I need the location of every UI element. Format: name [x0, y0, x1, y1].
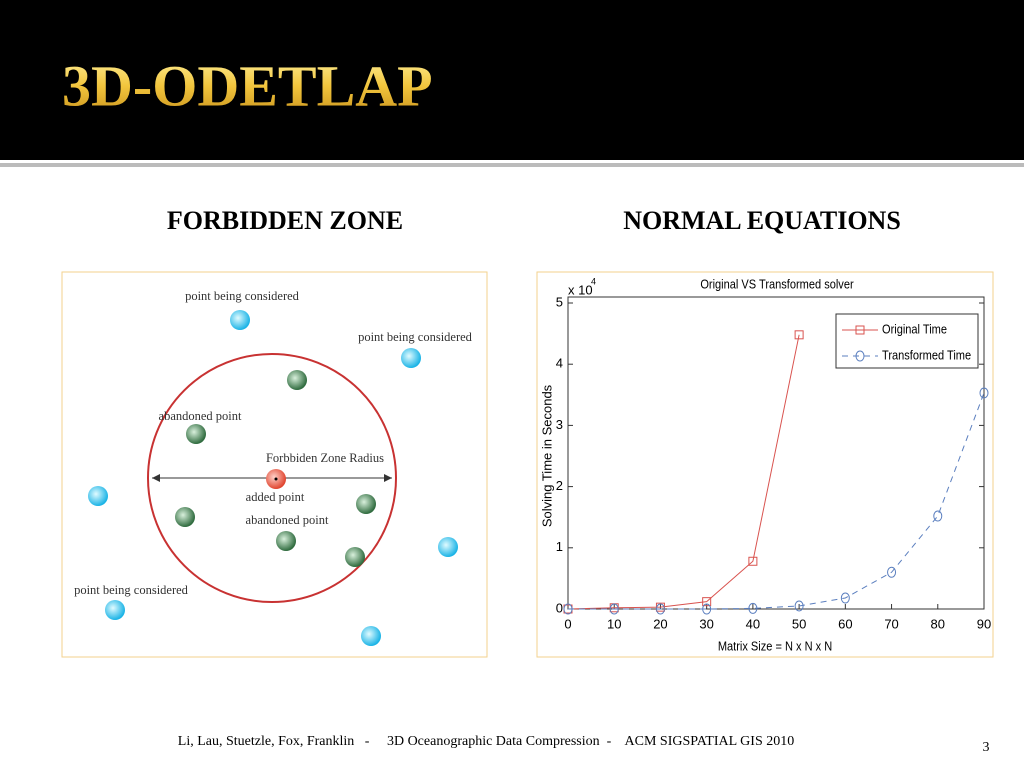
y-tick-label: 3 [556, 417, 563, 432]
point [401, 348, 421, 368]
page-number: 3 [983, 740, 990, 755]
x-tick-label: 60 [838, 616, 852, 631]
chart-title: Original VS Transformed solver [700, 277, 853, 292]
legend-label: Original Time [882, 322, 947, 337]
point [88, 486, 108, 506]
point [438, 537, 458, 557]
x-tick-label: 20 [653, 616, 667, 631]
diagram-label: abandoned point [246, 513, 329, 527]
y-multiplier: x 10 [568, 282, 593, 297]
chart: Original VS Transformed solver Matrix Siz… [539, 276, 991, 653]
forbidden-zone [147, 353, 397, 603]
y-multiplier-exponent: 4 [591, 276, 596, 286]
series-line [568, 392, 985, 610]
point [287, 370, 307, 390]
diagram-label: added point [246, 490, 305, 504]
header-bar [0, 0, 1024, 160]
legend-marker [855, 350, 865, 362]
y-tick-label: 2 [556, 478, 563, 493]
diagram-label: Forbbiden Zone Radius [266, 451, 384, 465]
section-heading: FORBIDDEN ZONE [167, 206, 403, 235]
point [105, 600, 125, 620]
x-tick-label: 80 [931, 616, 945, 631]
legend-box [835, 313, 979, 369]
x-tick-label: 0 [564, 616, 571, 631]
y-tick-label: 1 [556, 539, 563, 554]
added-point-center [274, 477, 278, 481]
footer-citation: Li, Lau, Stuetzle, Fox, Franklin - 3D Oc… [178, 734, 794, 749]
diagram-label: point being considered [358, 330, 473, 344]
considered-points [88, 310, 458, 646]
diagram-frame [61, 271, 488, 658]
marker [748, 602, 758, 614]
point [356, 494, 376, 514]
legend-marker [855, 325, 865, 335]
point [276, 531, 296, 551]
section-heading: NORMAL EQUATIONS [623, 206, 901, 235]
point [186, 424, 206, 444]
series-line [567, 334, 800, 610]
x-tick-label: 40 [746, 616, 760, 631]
y-axis-label: Solving Time in Seconds [539, 384, 554, 527]
x-tick-label: 10 [607, 616, 621, 631]
y-tick-label: 0 [556, 600, 563, 615]
plot-area [567, 296, 985, 610]
y-tick-label: 5 [556, 294, 563, 309]
x-tick-label: 50 [792, 616, 806, 631]
diagram-label: point being considered [74, 583, 189, 597]
point [175, 507, 195, 527]
point [361, 626, 381, 646]
marker [563, 603, 573, 615]
point [230, 310, 250, 330]
diagram-label: point being considered [185, 289, 300, 303]
marker [609, 603, 619, 615]
marker [887, 566, 897, 578]
marker [794, 330, 804, 340]
x-tick-label: 30 [699, 616, 713, 631]
x-tick-label: 70 [884, 616, 898, 631]
marker [702, 603, 712, 615]
marker [979, 387, 989, 399]
x-axis-label: Matrix Size = N x N x N [718, 639, 832, 654]
marker [840, 592, 850, 604]
marker [794, 600, 804, 612]
marker [748, 556, 758, 566]
legend-label: Transformed Time [882, 348, 971, 363]
slide-title: 3D-ODETLAP [62, 53, 433, 118]
marker [933, 510, 943, 522]
diagram-label: abandoned point [159, 409, 242, 423]
header-rule [0, 163, 1024, 167]
point [345, 547, 365, 567]
legend: Original Time Transformed Time [835, 313, 979, 369]
abandoned-points [175, 370, 376, 567]
marker [655, 603, 665, 615]
marker [702, 597, 712, 607]
y-tick-label: 4 [556, 356, 563, 371]
x-tick-label: 90 [977, 616, 991, 631]
